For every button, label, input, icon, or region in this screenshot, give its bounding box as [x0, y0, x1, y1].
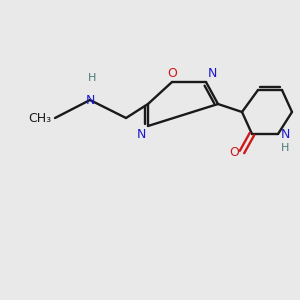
- Text: H: H: [281, 143, 290, 153]
- Text: O: O: [229, 146, 239, 158]
- Text: N: N: [136, 128, 146, 141]
- Text: N: N: [208, 67, 218, 80]
- Text: H: H: [88, 73, 96, 83]
- Text: N: N: [281, 128, 290, 140]
- Text: CH₃: CH₃: [28, 112, 51, 124]
- Text: N: N: [85, 94, 95, 106]
- Text: O: O: [167, 67, 177, 80]
